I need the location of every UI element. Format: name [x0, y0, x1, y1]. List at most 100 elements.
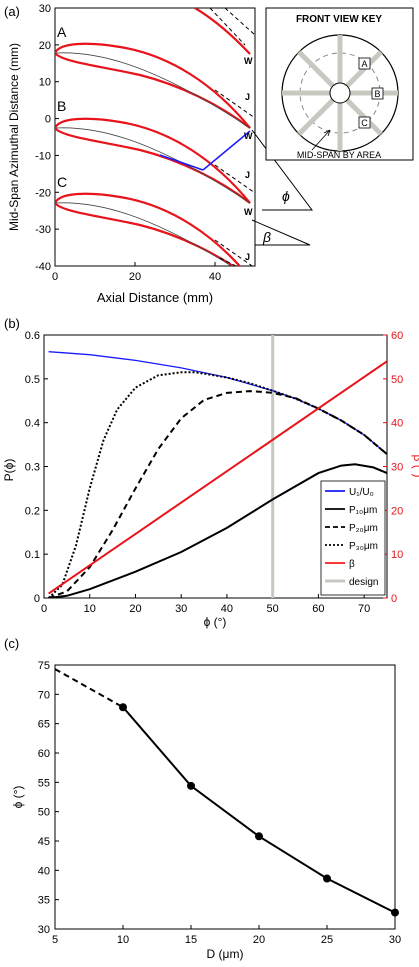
a-xtick-label: 20 — [129, 271, 141, 283]
b-xtick-label: 50 — [267, 603, 279, 615]
a-xtick-label: 0 — [52, 271, 58, 283]
b-ytick-right-label: 0 — [391, 593, 397, 605]
c-xtick-label: 20 — [253, 934, 265, 946]
c-ytick-label: 65 — [38, 719, 50, 731]
wake-lines — [214, 89, 255, 266]
b-ytick-right-label: 30 — [391, 462, 403, 474]
c-ytick-label: 35 — [38, 895, 50, 907]
panel-c-ticks: 5 10 15 20 25 30 30 35 40 45 50 55 60 65 70 75 — [38, 660, 401, 946]
panel-a-axes — [54, 7, 256, 267]
a-ytick-label: 20 — [39, 40, 51, 52]
b-ytick-right-label: 20 — [391, 505, 403, 517]
blade-b — [55, 117, 251, 204]
b-xtick-label: 0 — [41, 603, 47, 615]
panel-b-xlabel: ϕ (°) — [204, 615, 227, 629]
panel-c-xlabel: D (μm) — [207, 947, 244, 961]
wake-label-j1: J — [245, 92, 250, 102]
c-ytick-label: 45 — [38, 836, 50, 848]
a-ytick-label: -40 — [35, 261, 51, 273]
panel-a-xticks: 0 20 40 — [52, 262, 221, 283]
blade-top — [194, 8, 255, 55]
c-ytick-label: 40 — [38, 865, 50, 877]
b-xtick-label: 40 — [221, 603, 233, 615]
blade-a — [55, 42, 251, 129]
a-ytick-label: -20 — [35, 187, 51, 199]
c-ytick-label: 30 — [38, 924, 50, 936]
panel-b-ticks: 0 10 20 30 40 50 60 70 0 0.1 0.2 0.3 0.4 0.5 0.6 0 10 20 3… — [25, 330, 404, 615]
beta-symbol: β — [262, 229, 271, 245]
b-xtick-label: 60 — [312, 603, 324, 615]
panel-c-axes — [54, 664, 396, 930]
blade-chord-line — [159, 154, 204, 171]
c-data-point — [391, 908, 399, 917]
b-xtick-label: 20 — [129, 603, 141, 615]
blade-label-a: A — [57, 24, 67, 40]
c-ytick-label: 70 — [38, 689, 50, 701]
c-xtick-label: 5 — [52, 934, 58, 946]
wake-label-j3: J — [245, 252, 250, 262]
blade-normal-line — [202, 130, 251, 171]
panel-a-ylabel: Mid-Span Azimuthal Distance (mm) — [7, 43, 21, 231]
a-ytick-label: -10 — [35, 150, 51, 162]
b-ytick-right-label: 10 — [391, 549, 403, 561]
b-xtick-label: 70 — [358, 603, 370, 615]
c-ytick-label: 55 — [38, 777, 50, 789]
panel-b: (b) 0 10 20 30 40 50 60 70 0 0.1 0.2 0.3 0.4 0.5 0.6 0 1… — [2, 316, 419, 629]
b-ytick-left-label: 0.5 — [25, 374, 40, 386]
c-data-point — [323, 874, 331, 883]
c-xtick-label: 30 — [389, 934, 401, 946]
c-data-point — [255, 832, 263, 841]
panel-a: (a) 30 20 10 0 -10 -20 -30 -40 0 20 40 Mid-Span A… — [4, 3, 414, 305]
a-xtick-label: 40 — [209, 271, 221, 283]
beta-triangle — [251, 219, 311, 246]
panel-c-ylabel: ϕ (°) — [11, 786, 25, 809]
panel-b-series — [47, 335, 387, 598]
a-ytick-label: -30 — [35, 224, 51, 236]
panel-a-yticks: 30 20 10 0 -10 -20 -30 -40 — [35, 3, 59, 273]
blade-label-c: C — [57, 174, 67, 190]
a-ytick-label: 10 — [39, 77, 51, 89]
b-ytick-left-label: 0.4 — [25, 418, 40, 430]
c-xtick-label: 10 — [117, 934, 129, 946]
b-ytick-left-label: 0.6 — [25, 330, 40, 342]
b-legend-label: design — [349, 577, 378, 588]
panel-a-xlabel: Axial Distance (mm) — [97, 290, 213, 305]
front-view-key: FRONT VIEW KEY A B C MID-SPAN BY AREA — [265, 7, 414, 161]
b-ytick-left-label: 0 — [34, 593, 40, 605]
key-hub — [329, 82, 351, 104]
phi-symbol: ϕ — [282, 188, 290, 204]
key-spoke — [297, 98, 335, 136]
c-data-point — [119, 703, 127, 712]
c-xtick-label: 15 — [185, 934, 197, 946]
panel-a-label: (a) — [4, 4, 20, 19]
b-legend-label: β — [349, 559, 355, 570]
wake-label-w2: W — [244, 131, 253, 141]
b-legend-label: P₁₀μm — [349, 505, 377, 516]
b-ytick-right-label: 60 — [391, 330, 403, 342]
b-series-line — [48, 360, 387, 595]
b-ytick-right-label: 50 — [391, 374, 403, 386]
key-label-c: C — [361, 118, 368, 128]
panel-c-label: (c) — [4, 636, 19, 651]
b-xtick-label: 10 — [84, 603, 96, 615]
b-legend-label: P₂₀μm — [349, 523, 378, 534]
panel-b-ylabel-right: β (°) — [411, 454, 419, 477]
b-legend-label: U₁/U₀ — [349, 487, 374, 498]
panel-b-legend: U₁/U₀ P₁₀μm P₂₀μm P₃₀μm β design — [320, 480, 386, 596]
c-series-line — [122, 706, 396, 914]
wake-label-w1: W — [244, 56, 253, 66]
panel-b-label: (b) — [4, 316, 20, 331]
b-ytick-right-label: 40 — [391, 418, 403, 430]
wake-label-j2: J — [245, 170, 250, 180]
blade-c — [55, 192, 242, 266]
b-ytick-left-label: 0.1 — [25, 549, 40, 561]
b-series-line — [48, 351, 387, 455]
panel-b-ylabel-left: P(ϕ) — [2, 459, 16, 482]
key-label-a: A — [361, 59, 367, 69]
a-ytick-label: 0 — [45, 114, 51, 126]
c-ytick-label: 50 — [38, 807, 50, 819]
panel-c: (c) 5 10 15 20 25 30 30 35 40 45 50 55 60 65 70 75 ϕ (°… — [4, 636, 401, 961]
c-ytick-label: 75 — [38, 660, 50, 672]
panel-c-series — [54, 668, 399, 917]
c-series-line — [54, 668, 124, 709]
